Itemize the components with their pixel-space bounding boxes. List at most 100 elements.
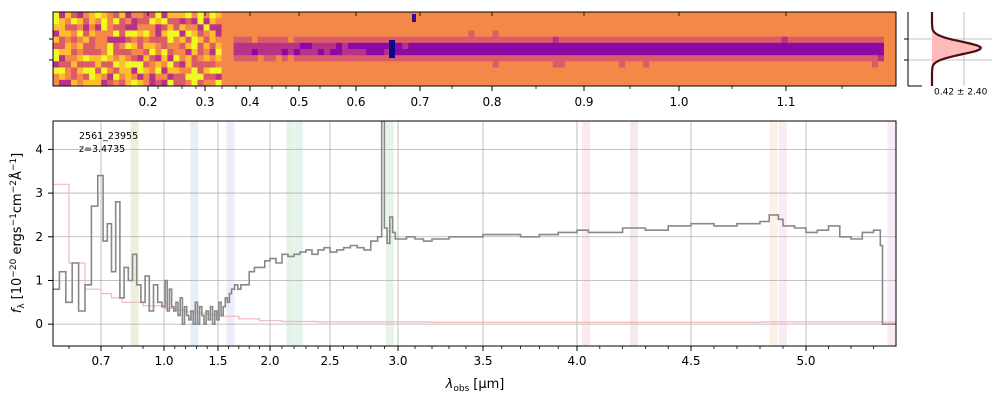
heatmap-cell xyxy=(853,67,861,75)
heatmap-cell xyxy=(245,12,253,19)
heatmap-cell xyxy=(360,61,367,68)
heatmap-cell xyxy=(745,12,752,19)
heatmap-cell xyxy=(811,79,819,86)
heatmap-cell xyxy=(348,73,355,81)
heatmap-cell xyxy=(366,49,373,56)
heatmap-cell xyxy=(203,24,210,31)
heatmap-cell xyxy=(131,79,138,86)
heatmap-cell xyxy=(510,55,518,62)
heatmap-cell xyxy=(480,49,487,56)
heatmap-cell xyxy=(552,18,560,25)
heatmap-cell xyxy=(95,36,102,44)
heatmap-cell xyxy=(715,73,722,81)
heatmap-cell xyxy=(793,36,801,44)
heatmap-cell xyxy=(420,30,427,38)
heatmap-cell xyxy=(372,67,379,75)
heatmap-cell xyxy=(709,49,716,56)
heatmap-cell xyxy=(167,49,174,56)
top-tick-label: 0.6 xyxy=(346,95,365,109)
heatmap-cell xyxy=(143,18,150,25)
heatmap-cell xyxy=(53,79,60,86)
heatmap-cell xyxy=(811,36,819,44)
heatmap-cell xyxy=(847,42,855,50)
y-tick-label: 2 xyxy=(35,230,43,244)
heatmap-cell xyxy=(89,61,96,68)
heatmap-cell xyxy=(739,36,746,44)
heatmap-cell xyxy=(408,42,415,50)
heatmap-cell xyxy=(859,42,867,50)
heatmap-cell xyxy=(805,49,813,56)
heatmap-cell xyxy=(293,67,301,75)
heatmap-cell xyxy=(540,12,548,19)
heatmap-cell xyxy=(305,61,313,68)
heatmap-cell xyxy=(390,12,397,19)
heatmap-cell xyxy=(414,30,421,38)
heatmap-cell xyxy=(101,18,108,25)
heatmap-cell xyxy=(263,79,271,86)
heatmap-cell xyxy=(131,24,138,31)
heatmap-cell xyxy=(649,49,656,56)
heatmap-cell xyxy=(77,24,84,31)
heatmap-cell xyxy=(637,12,644,19)
heatmap-cell xyxy=(600,24,608,31)
heatmap-cell xyxy=(414,36,421,44)
heatmap-cell xyxy=(546,67,554,75)
heatmap-cell xyxy=(155,42,162,50)
heatmap-cell xyxy=(239,36,247,44)
heatmap-cell xyxy=(468,12,475,19)
heatmap-cell xyxy=(354,49,361,56)
heatmap-cell xyxy=(817,30,825,38)
heatmap-cell xyxy=(197,79,204,86)
heatmap-cell xyxy=(799,18,807,25)
heatmap-cell xyxy=(703,24,710,31)
heatmap-artifact xyxy=(412,14,416,22)
heatmap-cell xyxy=(293,18,301,25)
heatmap-cell xyxy=(775,30,782,38)
heatmap-cell xyxy=(384,42,391,50)
heatmap-cell xyxy=(53,73,60,81)
spectrum-2d-image xyxy=(53,12,896,86)
heatmap-cell xyxy=(823,36,831,44)
heatmap-cell xyxy=(612,36,620,44)
heatmap-cell xyxy=(336,67,343,75)
heatmap-cell xyxy=(317,61,325,68)
heatmap-cell xyxy=(227,79,235,86)
heatmap-cell xyxy=(233,30,241,38)
heatmap-cell xyxy=(450,24,457,31)
heatmap-cell xyxy=(269,42,277,50)
heatmap-cell xyxy=(685,49,692,56)
heatmap-cell xyxy=(209,36,216,44)
heatmap-cell xyxy=(751,24,758,31)
heatmap-cell xyxy=(101,67,108,75)
heatmap-cell xyxy=(450,18,457,25)
heatmap-cell xyxy=(582,61,590,68)
heatmap-cell xyxy=(414,42,421,50)
heatmap-cell xyxy=(101,55,108,62)
heatmap-cell xyxy=(179,67,186,75)
heatmap-cell xyxy=(649,30,656,38)
heatmap-cell xyxy=(372,30,379,38)
heatmap-cell xyxy=(468,24,475,31)
heatmap-cell xyxy=(323,36,331,44)
heatmap-cell xyxy=(649,12,656,19)
heatmap-cell xyxy=(540,55,548,62)
heatmap-cell xyxy=(167,12,174,19)
heatmap-cell xyxy=(432,79,439,86)
heatmap-cell xyxy=(414,12,421,19)
heatmap-cell xyxy=(829,73,837,81)
heatmap-cell xyxy=(829,67,837,75)
heatmap-cell xyxy=(155,30,162,38)
heatmap-cell xyxy=(709,79,716,86)
heatmap-cell xyxy=(390,79,397,86)
heatmap-cell xyxy=(510,73,518,81)
heatmap-cell xyxy=(588,49,596,56)
heatmap-cell xyxy=(883,61,891,68)
heatmap-cell xyxy=(540,67,548,75)
heatmap-cell xyxy=(329,79,337,86)
heatmap-cell xyxy=(570,42,578,50)
heatmap-cell xyxy=(245,24,253,31)
heatmap-cell xyxy=(95,49,102,56)
heatmap-cell xyxy=(53,67,60,75)
y-axis-label: fλ[10−20 ergs−1cm−2Å−1] xyxy=(9,153,27,313)
heatmap-cell xyxy=(432,24,439,31)
